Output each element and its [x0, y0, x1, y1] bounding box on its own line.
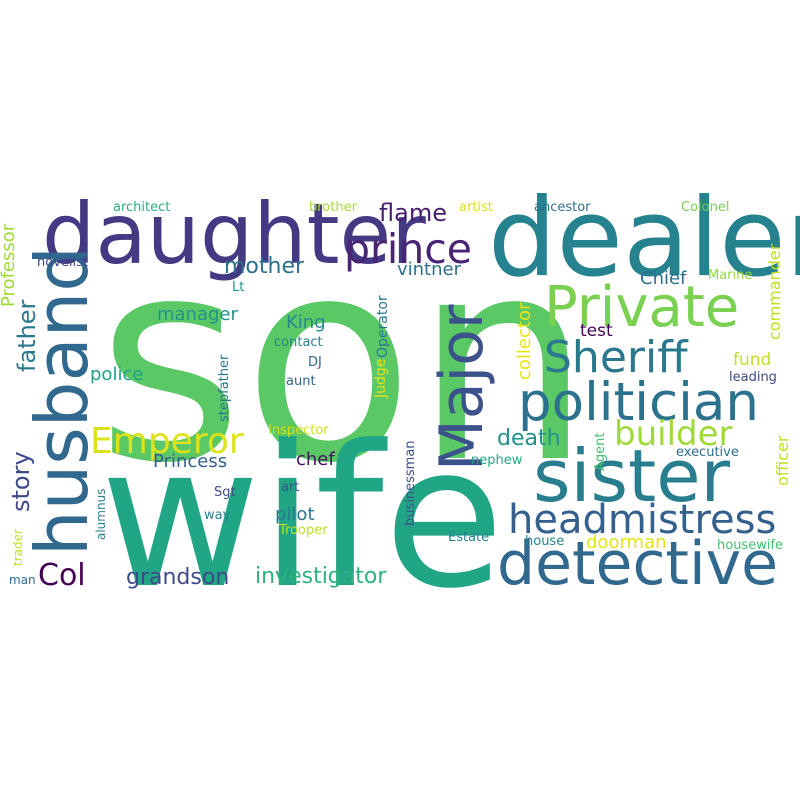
word-death: death	[497, 426, 561, 451]
word-way: way	[204, 508, 231, 523]
word-headmistress: headmistress	[508, 497, 777, 543]
word-king: King	[286, 312, 326, 333]
word-nephew: nephew	[471, 453, 523, 468]
word-fund: fund	[733, 350, 772, 370]
word-brother: brother	[309, 200, 357, 215]
word-trader: trader	[11, 529, 25, 566]
word-princess: Princess	[153, 451, 228, 472]
word-vintner: vintner	[397, 259, 462, 280]
word-operator: Operator	[375, 295, 391, 358]
word-politician: politician	[518, 372, 759, 433]
word-investigator: investigator	[255, 564, 387, 589]
word-art: art	[281, 480, 300, 495]
word-sgt: Sgt	[214, 485, 236, 500]
word-aunt: aunt	[286, 374, 316, 389]
word-sister: sister	[533, 434, 731, 518]
word-police: police	[90, 364, 144, 385]
word-story: story	[7, 451, 35, 512]
word-husband: husband	[20, 246, 104, 556]
word-dealer: dealer	[488, 176, 800, 301]
word-mother: mother	[224, 254, 305, 279]
word-leading: leading	[729, 370, 777, 385]
word-emperor: Emperor	[90, 421, 244, 462]
word-daughter: daughter	[42, 185, 426, 283]
word-alumnus: alumnus	[94, 488, 108, 540]
word-col: Col	[38, 558, 86, 593]
word-chief: Chief	[640, 268, 687, 289]
word-judge: Judge	[373, 358, 389, 398]
word-marine: Marine	[708, 268, 753, 283]
word-pilot: pilot	[275, 504, 315, 525]
word-sheriff: Sheriff	[544, 332, 688, 383]
word-professor: Professor	[0, 223, 19, 307]
word-ancestor: ancestor	[534, 200, 591, 215]
word-executive: executive	[676, 445, 739, 460]
word-major: Major	[427, 304, 497, 471]
word-officer: officer	[773, 435, 792, 486]
word-house: house	[525, 534, 565, 549]
word-builder: builder	[614, 414, 733, 454]
word-colonel: Colonel	[681, 200, 730, 215]
word-father: father	[13, 299, 41, 372]
word-inspector: Inspector	[268, 423, 329, 438]
word-son: son	[97, 199, 592, 525]
word-businessman: businessman	[403, 440, 418, 526]
word-dj: DJ	[308, 355, 322, 370]
word-wife: wife	[100, 404, 505, 632]
word-trooper: Trooper	[279, 523, 328, 538]
word-detective: detective	[497, 529, 779, 599]
word-prince: prince	[344, 225, 473, 273]
word-agent: Agent	[593, 432, 608, 471]
word-flame: flame	[379, 199, 447, 227]
word-novelist: novelist	[37, 255, 88, 270]
word-test: test	[580, 321, 613, 341]
word-contact: contact	[274, 335, 323, 350]
word-man: man	[9, 573, 36, 587]
word-commander: commander	[765, 243, 784, 340]
word-doorman: doorman	[586, 532, 667, 553]
word-estate: Estate	[448, 530, 490, 545]
word-private: Private	[544, 275, 740, 340]
word-artist: artist	[459, 200, 493, 215]
word-housewife: housewife	[717, 538, 784, 553]
word-collector: collector	[514, 302, 535, 380]
word-architect: architect	[113, 200, 171, 215]
word-manager: manager	[157, 304, 238, 325]
word-stepfather: stepfather	[217, 354, 232, 422]
word-lt: Lt	[232, 280, 245, 295]
word-grandson: grandson	[126, 565, 230, 590]
word-chef: chef	[296, 449, 335, 470]
